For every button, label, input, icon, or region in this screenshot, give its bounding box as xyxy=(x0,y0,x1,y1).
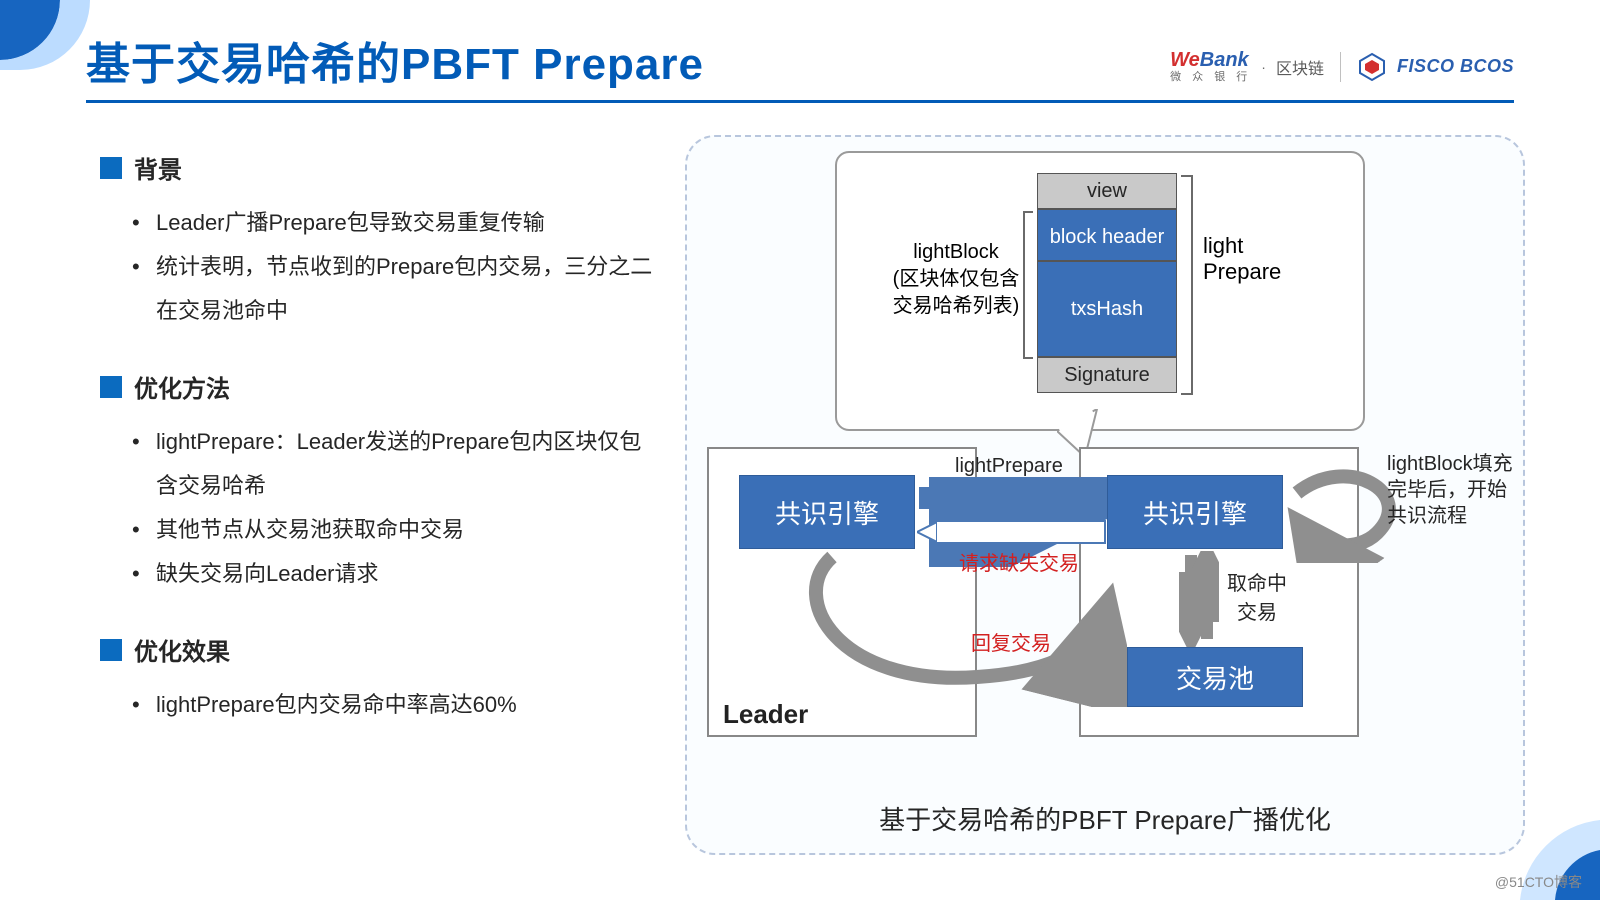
label-lightprepare-arrow: lightPrepare xyxy=(955,455,1063,478)
list-item: Leader广播Prepare包导致交易重复传输 xyxy=(156,201,660,245)
dim-tick xyxy=(1181,393,1193,395)
callout-bubble: view block header txsHash Signature ligh… xyxy=(835,151,1365,431)
dim-tick xyxy=(1181,175,1193,177)
list-item: lightPrepare包内交易命中率高达60% xyxy=(156,683,660,727)
dim-label-lightprepare: light Prepare xyxy=(1203,233,1323,285)
dim-tick xyxy=(1023,357,1033,359)
diagram-caption: 基于交易哈希的PBFT Prepare广播优化 xyxy=(687,800,1523,837)
slide: 基于交易哈希的PBFT Prepare WeBank 微 众 银 行 · 区块链… xyxy=(0,0,1600,900)
tx-pool: 交易池 xyxy=(1127,647,1303,707)
dim-line xyxy=(1191,175,1193,395)
bullet-square-icon xyxy=(100,376,122,398)
page-title: 基于交易哈希的PBFT Prepare xyxy=(86,28,704,92)
stack-cell-txshash: txsHash xyxy=(1037,261,1177,357)
bullet-square-icon xyxy=(100,157,122,179)
bullet-square-icon xyxy=(100,639,122,661)
label-after-fill: lightBlock填充完毕后，开始共识流程 xyxy=(1387,451,1517,529)
stack-cell-signature: Signature xyxy=(1037,357,1177,393)
label-hit-tx: 取命中 交易 xyxy=(1227,567,1287,625)
label-reply-tx: 回复交易 xyxy=(971,627,1051,656)
section-title: 优化方法 xyxy=(134,369,230,404)
diagram-panel: view block header txsHash Signature ligh… xyxy=(685,135,1525,855)
stack-cell-block-header: block header xyxy=(1037,209,1177,261)
dim-tick xyxy=(1023,211,1033,213)
list-item: 缺失交易向Leader请求 xyxy=(156,552,660,596)
section-title: 背景 xyxy=(134,150,182,185)
section-method: 优化方法 lightPrepare：Leader发送的Prepare包内区块仅包… xyxy=(100,369,660,596)
arrow-engine-to-pool xyxy=(1179,551,1219,647)
stack-cell-view: view xyxy=(1037,173,1177,209)
blockchain-label: 区块链 xyxy=(1276,55,1324,79)
dim-line xyxy=(1023,211,1025,359)
webank-logo: WeBank 微 众 银 行 xyxy=(1170,50,1251,83)
section-title: 优化效果 xyxy=(134,632,230,667)
light-prepare-stack: view block header txsHash Signature xyxy=(1037,173,1177,393)
list-item: lightPrepare：Leader发送的Prepare包内区块仅包含交易哈希 xyxy=(156,420,660,508)
dot-separator: · xyxy=(1261,59,1266,75)
list-item: 统计表明，节点收到的Prepare包内交易，三分之二在交易池命中 xyxy=(156,245,660,333)
watermark: @51CTO博客 xyxy=(1495,872,1582,892)
dim-label-lightblock: lightBlock (区块体仅包含交易哈希列表) xyxy=(891,239,1021,320)
consensus-engine-right: 共识引擎 xyxy=(1107,475,1283,549)
section-effect: 优化效果 lightPrepare包内交易命中率高达60% xyxy=(100,632,660,727)
fisco-logo-text: FISCO BCOS xyxy=(1397,56,1514,77)
reply-curve-arrow xyxy=(777,537,1127,707)
list-item: 其他节点从交易池获取命中交易 xyxy=(156,508,660,552)
fisco-hex-icon xyxy=(1357,52,1387,82)
content-column: 背景 Leader广播Prepare包导致交易重复传输 统计表明，节点收到的Pr… xyxy=(100,150,660,763)
corner-decoration-tl xyxy=(0,0,90,90)
logo-bar: WeBank 微 众 银 行 · 区块链 FISCO BCOS xyxy=(1170,50,1514,83)
title-underline xyxy=(86,100,1514,103)
logo-divider xyxy=(1340,52,1341,82)
section-background: 背景 Leader广播Prepare包导致交易重复传输 统计表明，节点收到的Pr… xyxy=(100,150,660,333)
